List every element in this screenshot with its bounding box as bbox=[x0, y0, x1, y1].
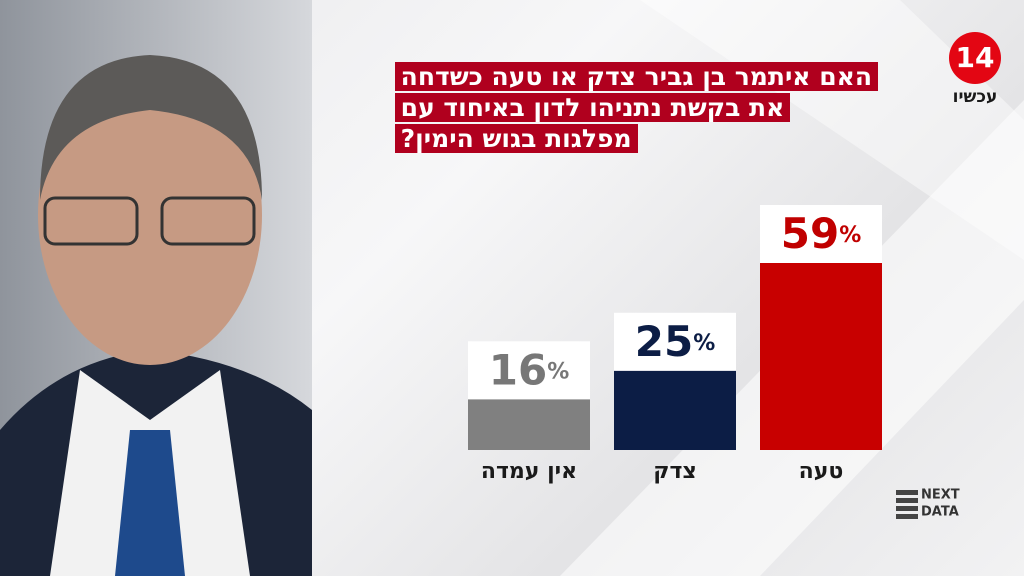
brand-icon bbox=[896, 490, 918, 495]
title-line: האם איתמר בן גביר צדק או טעה כשדחה bbox=[394, 62, 878, 91]
brand-icon bbox=[896, 514, 918, 519]
label-box bbox=[614, 312, 736, 371]
category-label: טעה bbox=[799, 459, 844, 484]
brand-text: NEXT bbox=[921, 488, 960, 503]
value-label: 59% bbox=[781, 209, 862, 258]
bar bbox=[468, 399, 590, 450]
title-line: מפלגות בגוש הימין? bbox=[394, 124, 638, 153]
logo-number: 14 bbox=[956, 41, 995, 74]
hair bbox=[40, 55, 262, 200]
brand-icon bbox=[896, 498, 918, 503]
label-box bbox=[468, 341, 590, 400]
glasses bbox=[160, 196, 256, 246]
value-label: 16% bbox=[489, 345, 570, 394]
face bbox=[38, 65, 262, 365]
glasses bbox=[43, 196, 139, 246]
label-box bbox=[760, 205, 882, 263]
title-line: את בקשת נתניהו לדון באיחוד עם bbox=[394, 93, 791, 122]
logo-circle bbox=[949, 32, 1001, 84]
category-label: אין עמדה bbox=[481, 459, 577, 484]
logo-text: עכשיו bbox=[953, 87, 998, 107]
chart-title: האם איתמר בן גביר צדק או טעה כשדחה את בקש… bbox=[394, 62, 878, 155]
brand-icon bbox=[896, 506, 918, 511]
bars: 59% טעה 25% צדק 16% אין עמדה bbox=[468, 205, 882, 484]
category-label: צדק bbox=[653, 459, 697, 484]
value-label: 25% bbox=[635, 316, 716, 365]
tie bbox=[115, 430, 185, 576]
brand-text: DATA bbox=[921, 505, 959, 520]
bar bbox=[760, 263, 882, 450]
bar bbox=[614, 370, 736, 450]
